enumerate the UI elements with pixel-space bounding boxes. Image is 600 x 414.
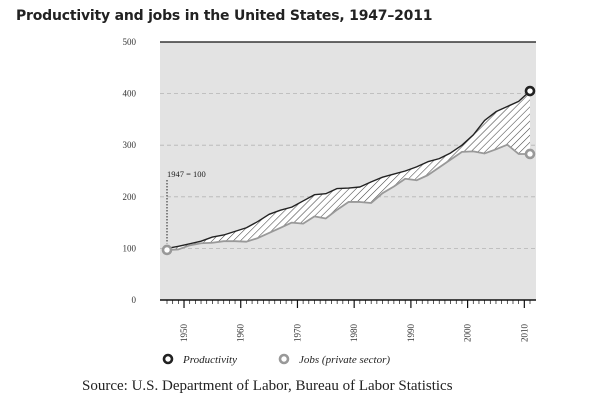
x-tick-label-2010: 2010 <box>519 324 529 343</box>
y-tick-label-500: 500 <box>123 37 137 47</box>
x-tick-label-1950: 1950 <box>179 324 189 343</box>
x-tick-label-1980: 1980 <box>349 324 359 343</box>
productivity-end-marker <box>524 85 536 97</box>
x-tick-label-1970: 1970 <box>292 324 302 343</box>
jobs-end-marker <box>524 148 536 160</box>
legend-label-jobs: Jobs (private sector) <box>299 354 390 366</box>
y-tick-label-0: 0 <box>132 295 137 305</box>
annotation-label: 1947 = 100 <box>167 169 206 179</box>
y-tick-label-200: 200 <box>123 192 137 202</box>
source-note: Source: U.S. Department of Labor, Bureau… <box>82 378 453 394</box>
y-tick-label-100: 100 <box>123 243 137 253</box>
legend-label-productivity: Productivity <box>182 354 237 366</box>
x-tick-label-2000: 2000 <box>463 324 473 343</box>
x-tick-label-1990: 1990 <box>406 324 416 343</box>
x-tick-label-1960: 1960 <box>236 324 246 343</box>
series-line-jobs <box>166 143 530 251</box>
legend-marker-jobs <box>278 353 290 365</box>
y-tick-label-300: 300 <box>123 140 137 150</box>
series-line-productivity <box>166 90 531 250</box>
legend-marker-productivity <box>162 353 174 365</box>
y-tick-label-400: 400 <box>123 89 137 99</box>
jobs-start-marker <box>161 244 173 256</box>
chart-title: Productivity and jobs in the United Stat… <box>16 8 433 24</box>
plot-area <box>160 42 536 300</box>
